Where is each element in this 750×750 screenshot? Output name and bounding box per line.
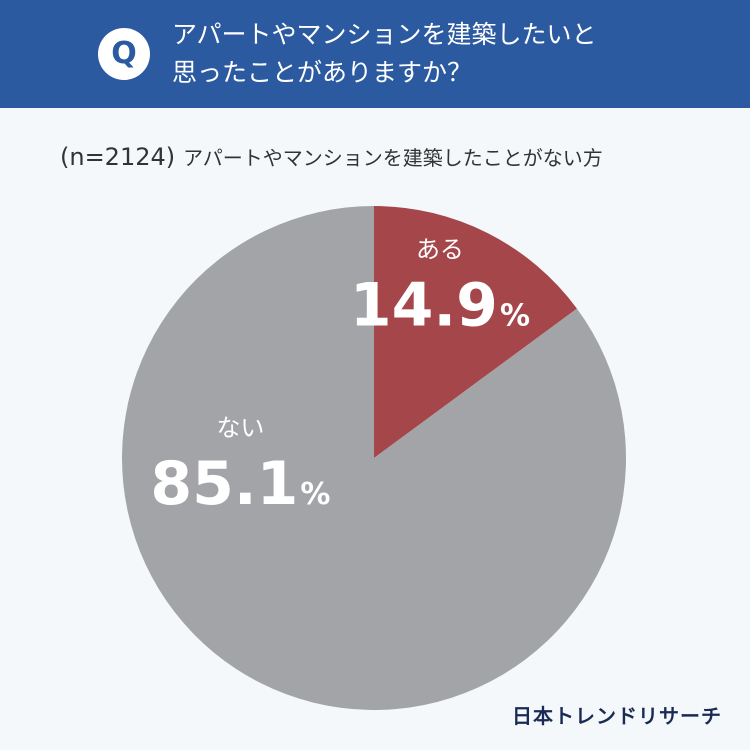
slice-value-1: 14.9% bbox=[350, 271, 530, 341]
sample-size: (n=2124) bbox=[60, 143, 176, 171]
question-text: アパートやマンションを建築したいと 思ったことがありますか？ bbox=[172, 16, 692, 92]
pie-slices bbox=[122, 206, 627, 711]
question-line-1: アパートやマンションを建築したいと bbox=[172, 20, 597, 49]
question-header: Q アパートやマンションを建築したいと 思ったことがありますか？ bbox=[0, 0, 750, 108]
slice-label-1: ある bbox=[416, 236, 464, 264]
sample-group: アパートやマンションを建築したことがない方 bbox=[183, 146, 603, 170]
pie-labels: ある 14.9% ない 85.1% bbox=[150, 236, 530, 519]
pie-slice-1 bbox=[374, 206, 577, 458]
q-badge: Q bbox=[98, 28, 150, 80]
slice-label-2: ない bbox=[216, 414, 264, 442]
pie-slice-2 bbox=[122, 206, 627, 711]
brand-logo: 日本トレンドリサーチ bbox=[512, 704, 722, 728]
question-line-2: 思ったことがありますか？ bbox=[172, 58, 473, 87]
slice-value-2: 85.1% bbox=[150, 449, 330, 519]
sample-description: (n=2124) アパートやマンションを建築したことがない方 bbox=[60, 142, 740, 173]
